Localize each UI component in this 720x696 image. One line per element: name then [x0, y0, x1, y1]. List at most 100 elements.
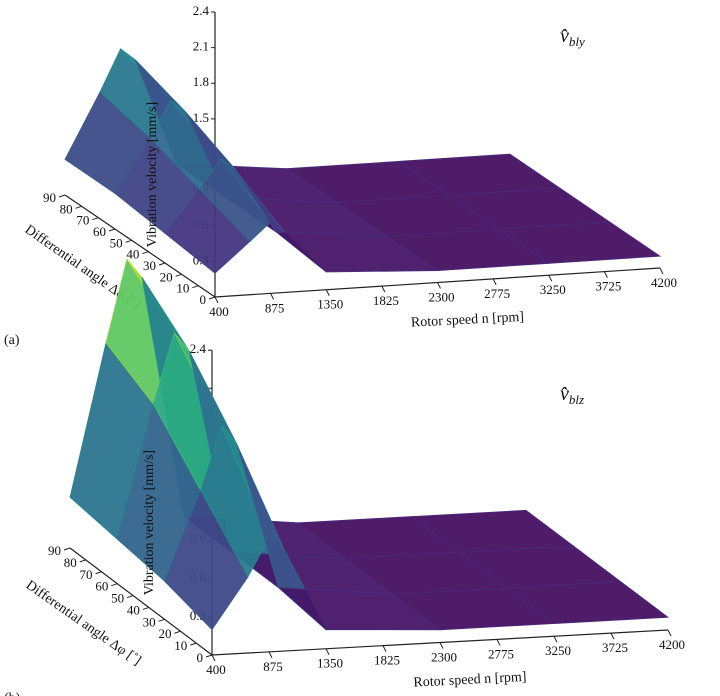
- panel: 0.30.60.91.21.51.82.12.44008751350182523…: [4, 3, 677, 348]
- axis-line: [69, 547, 213, 656]
- y-tick: [125, 239, 132, 243]
- y-tick-label: 70: [76, 213, 89, 228]
- y-tick: [205, 654, 213, 658]
- z-tick-label: 1.8: [193, 74, 209, 89]
- y-tick-label: 20: [158, 626, 171, 641]
- y-axis-label: Differential angle Δφ [˚]: [23, 578, 144, 669]
- y-tick-label: 60: [95, 579, 108, 594]
- annotation: v̂bly: [560, 25, 585, 49]
- x-tick-label: 400: [209, 304, 229, 319]
- x-tick-label: 2300: [429, 289, 455, 304]
- x-tick: [437, 282, 441, 289]
- y-tick: [175, 273, 182, 277]
- y-tick-label: 40: [126, 247, 139, 262]
- panel-label: (a): [4, 333, 20, 348]
- x-tick: [382, 645, 387, 652]
- y-tick-label: 10: [176, 281, 189, 296]
- x-tick: [553, 636, 558, 643]
- x-tick: [496, 639, 501, 646]
- y-tick: [142, 251, 149, 255]
- y-tick: [63, 547, 71, 551]
- z-tick-label: 2.4: [193, 3, 210, 18]
- y-tick-label: 50: [111, 591, 124, 606]
- y-tick: [126, 595, 134, 599]
- annotation-symbol: v̂: [560, 25, 569, 47]
- y-tick-label: 20: [160, 269, 173, 284]
- axis-line: [64, 194, 216, 298]
- x-tick: [268, 651, 273, 659]
- x-tick: [325, 648, 330, 655]
- y-tick-label: 60: [93, 224, 106, 239]
- x-tick: [214, 296, 219, 304]
- x-tick-label: 3250: [540, 282, 566, 297]
- y-tick: [79, 559, 86, 563]
- y-tick-label: 50: [110, 235, 123, 250]
- x-tick: [439, 642, 444, 649]
- x-tick: [492, 278, 497, 286]
- y-tick: [142, 606, 150, 610]
- surface-patch: [505, 581, 670, 624]
- x-tick-label: 3250: [545, 643, 571, 658]
- annotation: v̂blz: [560, 383, 584, 407]
- y-tick-label: 30: [143, 258, 156, 273]
- x-tick-label: 2775: [488, 646, 514, 661]
- x-tick-label: 400: [206, 662, 226, 677]
- y-tick-label: 0: [197, 650, 204, 665]
- x-tick: [603, 271, 608, 278]
- y-tick: [92, 217, 99, 221]
- y-tick-label: 80: [60, 201, 73, 216]
- y-tick: [58, 194, 66, 198]
- z-axis-label: Vibration velocity [mm/s]: [142, 450, 157, 595]
- annotation-symbol: v̂: [560, 383, 569, 405]
- surface-patch: [497, 221, 662, 264]
- y-tick-label: 80: [64, 555, 77, 570]
- y-tick: [190, 642, 197, 646]
- z-tick-label: 2.4: [190, 341, 207, 356]
- x-tick-label: 2300: [431, 649, 457, 664]
- x-tick: [381, 285, 386, 293]
- x-tick: [270, 293, 275, 300]
- x-tick-label: 1825: [373, 293, 399, 308]
- x-tick-label: 875: [263, 659, 283, 674]
- x-tick-label: 2775: [484, 286, 510, 301]
- panel-label: (b): [4, 691, 21, 696]
- annotation-subscript: bly: [569, 34, 585, 49]
- x-tick: [667, 629, 672, 637]
- y-tick: [158, 618, 165, 622]
- y-tick-label: 30: [143, 614, 156, 629]
- x-tick: [325, 289, 330, 296]
- x-axis-label: Rotor speed n [rpm]: [413, 670, 527, 691]
- y-tick-label: 90: [48, 543, 61, 558]
- y-tick: [95, 571, 102, 575]
- x-tick-label: 1350: [317, 297, 343, 312]
- y-tick: [108, 228, 116, 232]
- annotation-subscript: blz: [569, 392, 584, 407]
- x-tick-label: 4200: [651, 275, 677, 290]
- x-tick-label: 3725: [602, 640, 628, 655]
- y-tick-label: 70: [80, 567, 93, 582]
- y-tick: [75, 205, 82, 209]
- x-tick: [610, 632, 615, 640]
- z-axis-label: Vibration velocity [mm/s]: [145, 102, 160, 247]
- y-tick: [174, 630, 181, 634]
- x-axis-label: Rotor speed n [rpm]: [411, 310, 525, 331]
- y-tick: [158, 262, 166, 266]
- y-tick-label: 40: [127, 602, 140, 617]
- x-tick-label: 1825: [374, 653, 400, 668]
- y-tick: [208, 296, 216, 300]
- z-tick-label: 2.1: [193, 39, 209, 54]
- x-tick-label: 875: [265, 300, 285, 315]
- x-tick-label: 1350: [317, 656, 343, 671]
- y-tick-label: 10: [174, 638, 187, 653]
- x-tick: [211, 654, 216, 662]
- x-tick-label: 4200: [659, 637, 685, 652]
- y-tick: [192, 285, 199, 289]
- y-tick-label: 0: [200, 292, 207, 307]
- y-tick: [111, 583, 118, 587]
- x-tick-label: 3725: [595, 279, 621, 294]
- y-tick-label: 90: [43, 190, 56, 205]
- x-tick: [659, 267, 664, 275]
- panel: 0.30.60.91.21.51.82.12.44008751350182523…: [4, 258, 685, 696]
- z-tick-label: 1.5: [193, 110, 209, 125]
